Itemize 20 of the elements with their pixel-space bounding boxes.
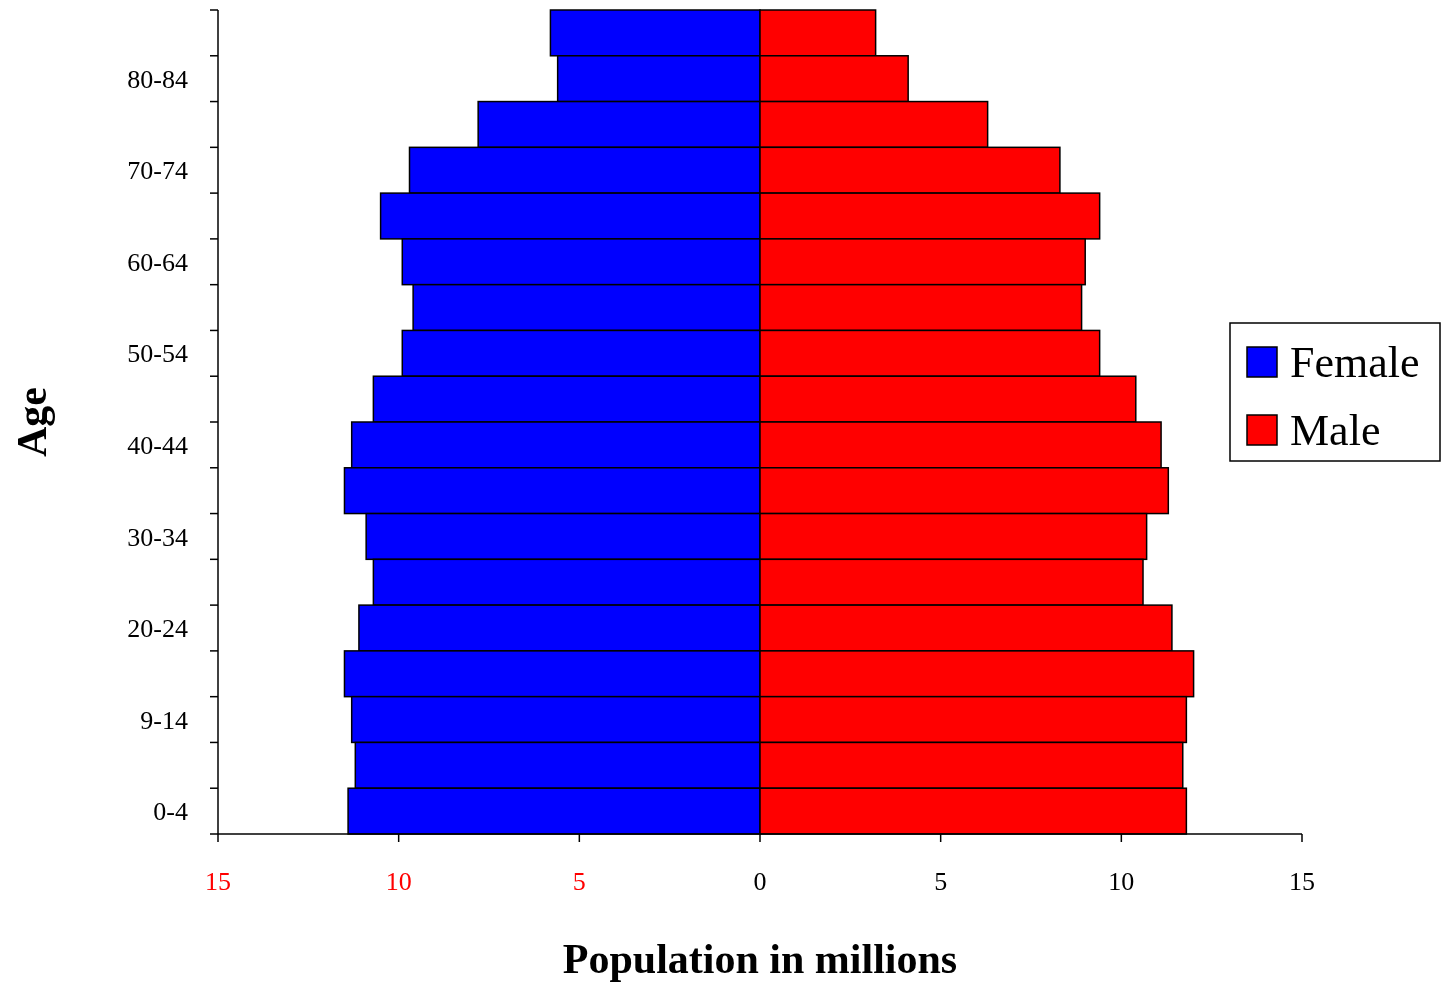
y-tick-label: 30-34 [127,522,188,552]
y-tick-label: 60-64 [127,247,188,277]
x-tick-label: 5 [572,867,586,896]
y-tick-label: 9-14 [140,705,188,735]
y-tick-label: 40-44 [127,430,188,460]
y-tick-label: 50-54 [127,339,188,369]
x-axis-title: Population in millions [562,936,958,982]
legend-label: Female [1290,338,1420,388]
x-tick-label: 15 [205,867,231,896]
x-tick-label: 0 [753,867,767,896]
x-tick-label: 15 [1289,867,1315,896]
y-tick-label: 0-4 [153,797,188,827]
x-tick-label: 10 [1108,867,1135,896]
y-tick-label: 70-74 [127,156,188,186]
y-axis-title: Age [9,387,55,457]
x-tick-label: 10 [385,867,412,896]
legend-label: Male [1290,406,1381,456]
y-tick-label: 80-84 [127,64,188,94]
x-tick-label: 5 [934,867,948,896]
y-tick-label: 20-24 [127,614,188,644]
